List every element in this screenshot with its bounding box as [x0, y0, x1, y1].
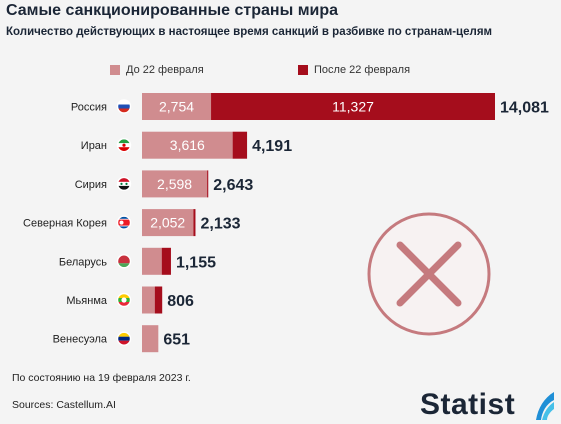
bar-before-label-syria: 2,598 — [157, 176, 192, 192]
total-label-belarus: 1,155 — [176, 254, 216, 271]
total-label-russia: 14,081 — [500, 100, 549, 117]
iran-flag-icon — [118, 139, 130, 152]
date-note: По состоянию на 19 февраля 2023 г. — [12, 372, 191, 384]
chart-subtitle: Количество действующих в настоящее время… — [6, 26, 493, 38]
bar-before-venezuela — [142, 325, 159, 353]
bar-before-label-iran: 3,616 — [170, 137, 205, 153]
bar-after-label-russia: 11,327 — [332, 99, 374, 115]
country-label-myanmar: Мьянма — [66, 295, 107, 307]
country-label-belarus: Беларусь — [59, 256, 107, 268]
bar-after-iran — [232, 131, 248, 159]
venezuela-flag-icon — [118, 332, 130, 345]
country-label-venezuela: Венесуэла — [53, 334, 108, 346]
total-label-myanmar: 806 — [167, 293, 194, 310]
iran-flag-ring — [116, 137, 132, 153]
north-korea-flag-icon — [118, 216, 130, 229]
bar-before-belarus — [142, 247, 162, 275]
myanmar-flag-icon — [118, 294, 130, 306]
statista-wave-icon — [536, 392, 554, 420]
total-label-iran: 4,191 — [252, 138, 292, 155]
bar-after-syria — [207, 170, 209, 198]
total-label-syria: 2,643 — [213, 177, 253, 194]
bar-after-belarus — [161, 247, 171, 275]
bar-after-russia — [211, 93, 495, 120]
legend-label-before: До 22 февраля — [126, 64, 204, 76]
legend-label-after: После 22 февраля — [314, 64, 411, 76]
chart-title: Самые санкционированные страны мира — [6, 2, 339, 19]
country-label-north-korea: Северная Корея — [23, 218, 107, 230]
venezuela-flag-ring — [116, 331, 132, 346]
bar-before-myanmar — [142, 286, 155, 314]
bar-before-north-korea — [142, 209, 194, 237]
total-label-north-korea: 2,133 — [200, 216, 240, 233]
legend-swatch-after — [298, 65, 308, 75]
bar-before-syria — [142, 170, 208, 198]
bar-after-north-korea — [193, 209, 196, 237]
bar-before-label-russia: 2,754 — [159, 99, 194, 115]
bar-after-myanmar — [154, 286, 163, 314]
prohibited-cross-stroke-b — [396, 241, 462, 307]
legend-item-after: После 22 февраля — [298, 64, 410, 76]
country-label-iran: Иран — [81, 140, 107, 152]
syria-flag-icon — [118, 177, 130, 190]
total-label-venezuela: 651 — [163, 332, 190, 349]
belarus-flag-ring — [116, 254, 132, 269]
myanmar-flag-ring — [116, 292, 132, 308]
source-note: Sources: Castellum.AI — [12, 399, 116, 411]
syria-flag-ring — [116, 176, 132, 192]
bar-before-label-north-korea: 2,052 — [150, 215, 185, 231]
belarus-flag-icon — [118, 255, 130, 268]
russia-flag-ring — [116, 99, 132, 114]
legend-swatch-before — [110, 65, 120, 75]
statista-logo: Statist — [420, 388, 554, 422]
brand-wordmark: Statist — [420, 388, 516, 421]
legend-item-before: До 22 февраля — [110, 64, 204, 76]
north-korea-flag-ring — [116, 215, 132, 230]
country-label-russia: Россия — [71, 102, 107, 114]
bar-before-russia — [142, 93, 212, 120]
russia-flag-icon — [118, 100, 130, 113]
country-label-syria: Сирия — [75, 179, 107, 191]
bar-before-iran — [142, 131, 233, 159]
